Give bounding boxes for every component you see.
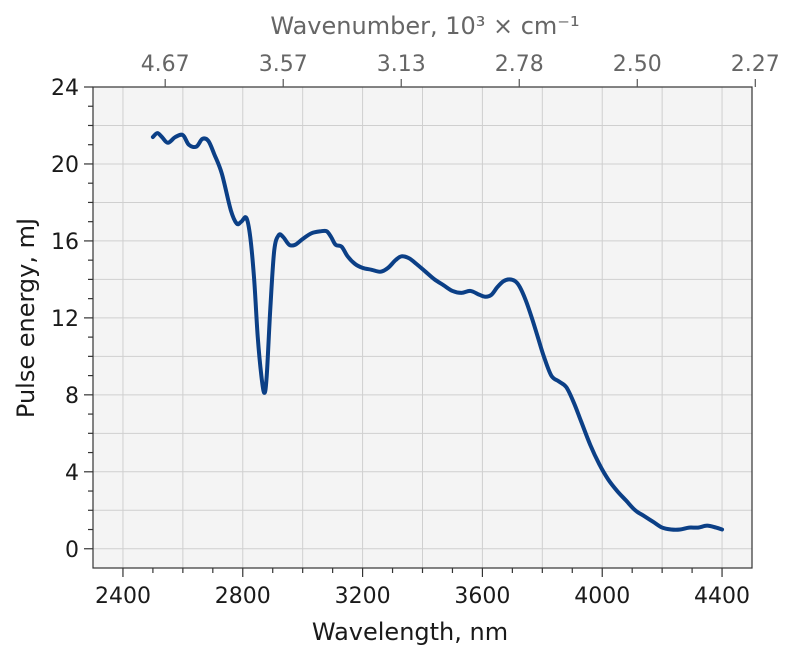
top-axis-title-group: Wavenumber, 10³ × cm⁻¹ (270, 12, 579, 40)
y-tick-label: 4 (65, 461, 79, 486)
x-tick-label: 4000 (574, 584, 630, 609)
y-axis-title: Pulse energy, mJ (12, 218, 40, 418)
top-axis-title: Wavenumber, 10³ × cm⁻¹ (270, 12, 579, 40)
gridlines (93, 86, 752, 568)
y-tick-label: 8 (65, 384, 79, 409)
x-axis: 2400 2800 3200 3600 4000 4400 (95, 568, 750, 609)
x-tick-label: 3600 (454, 584, 510, 609)
x-tick-label: 2400 (95, 584, 151, 609)
top-tick-label: 4.67 (141, 52, 190, 77)
y-tick-label: 12 (51, 307, 79, 332)
plot-area: 2400 2800 3200 3600 4000 4400 0 4 8 12 16 20 24 4.67 3… (51, 52, 780, 609)
top-tick-label: 2.78 (495, 52, 544, 77)
top-tick-label: 2.50 (613, 52, 662, 77)
series-line (150, 131, 725, 532)
y-tick-label: 20 (51, 153, 79, 178)
y-tick-label: 0 (65, 538, 79, 563)
x-tick-label: 3200 (335, 584, 391, 609)
x-tick-label: 4400 (694, 584, 750, 609)
x-axis-title-group: Wavelength, nm (312, 618, 508, 646)
top-tick-label: 2.27 (731, 52, 780, 77)
x-axis-title: Wavelength, nm (312, 618, 508, 646)
y-tick-label: 16 (51, 230, 79, 255)
top-tick-label: 3.13 (377, 52, 426, 77)
top-tick-label: 3.57 (259, 52, 308, 77)
y-axis: 0 4 8 12 16 20 24 (51, 76, 93, 563)
y-tick-label: 24 (51, 76, 79, 101)
x-tick-label: 2800 (215, 584, 271, 609)
top-axis: 4.67 3.57 3.13 2.78 2.50 2.27 (141, 52, 780, 87)
y-axis-title-group: Pulse energy, mJ (12, 218, 40, 418)
